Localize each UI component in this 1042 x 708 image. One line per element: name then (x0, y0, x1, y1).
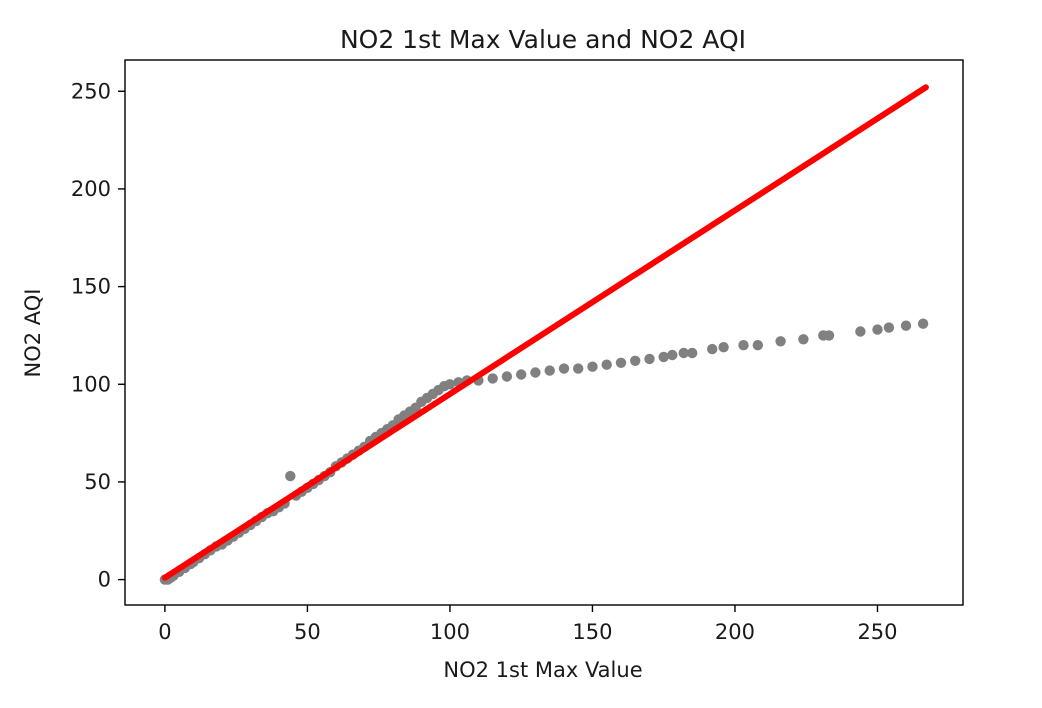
x-tick-label: 0 (158, 620, 171, 644)
fit-line (161, 84, 929, 581)
scatter-point (883, 322, 895, 333)
scatter-point (658, 351, 669, 363)
scatter-point (544, 365, 555, 376)
scatter-point (687, 347, 698, 359)
scatter-point (738, 340, 749, 351)
x-tick-label: 200 (715, 620, 755, 644)
y-tick-label: 100 (71, 372, 111, 396)
scatter-points (159, 318, 929, 585)
scatter-point (516, 369, 527, 380)
scatter-point (444, 379, 456, 390)
y-axis-label: NO2 AQI (21, 289, 45, 378)
scatter-point (752, 340, 763, 351)
scatter-point (601, 359, 612, 370)
x-tick-label: 250 (857, 620, 897, 644)
y-tick-label: 150 (71, 275, 111, 299)
plot-frame (124, 59, 964, 606)
x-tick-label: 50 (294, 620, 321, 644)
y-tick-label: 0 (98, 568, 111, 592)
scatter-point (775, 336, 786, 347)
scatter-point (718, 342, 729, 353)
scatter-point (487, 373, 498, 384)
y-tick-label: 50 (84, 470, 111, 494)
scatter-point (667, 349, 678, 361)
scatter-point (855, 326, 866, 337)
scatter-point (630, 355, 641, 366)
scatter-point (501, 371, 513, 382)
scatter-point (823, 330, 835, 341)
scatter-point (678, 347, 689, 359)
scatter-point (558, 363, 570, 374)
scatter-point (285, 470, 296, 482)
scatter-point (615, 357, 627, 368)
scatter-point (872, 324, 883, 335)
scatter-point (798, 334, 809, 345)
scatter-point (644, 353, 655, 365)
x-tick-label: 150 (572, 620, 612, 644)
x-tick-label: 100 (430, 620, 470, 644)
y-tick-label: 200 (71, 177, 111, 201)
fit-line-layer (161, 84, 929, 581)
scatter-point (900, 320, 912, 331)
y-tick-label: 250 (71, 79, 111, 103)
chart-title: NO2 1st Max Value and NO2 AQI (340, 25, 746, 54)
y-axis-ticks: 0 50 100 150 200 250 (71, 79, 125, 592)
scatter-point (587, 361, 598, 372)
scatter-point (573, 363, 584, 374)
x-axis-ticks: 0 50 100 150 200 250 (158, 605, 898, 644)
scatter-point (530, 367, 541, 378)
scatter-point (917, 318, 929, 329)
scatter-point (707, 343, 718, 355)
x-axis-label: NO2 1st Max Value (443, 658, 642, 682)
